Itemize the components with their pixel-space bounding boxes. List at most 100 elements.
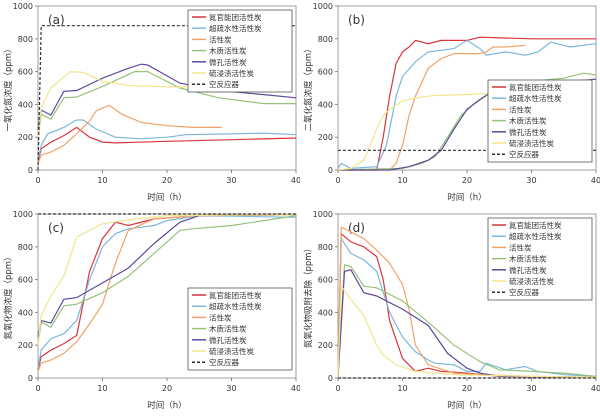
series-line (337, 269, 597, 379)
series-line (338, 44, 526, 171)
y-tick-label: 400 (318, 308, 333, 317)
y-axis-label: 一氧化氮浓度（ppm） (3, 44, 14, 131)
x-tick-label: 20 (162, 384, 172, 393)
x-axis-label: 时间（h） (147, 192, 186, 203)
legend-label: 氮官能团活性炭 (509, 82, 562, 92)
series-line (337, 232, 597, 379)
panel-label: (d) (348, 221, 365, 235)
legend-label: 空反应器 (509, 287, 539, 297)
legend-label: 硫浸渍活性炭 (509, 138, 554, 148)
legend-label: 空反应器 (209, 79, 239, 89)
chart-c: 0 200 400 600 800 1000 0 10 20 30 40 时间（h） 氮氧化物浓度（pp… (3, 210, 301, 411)
series-line (37, 214, 297, 369)
x-tick-label: 30 (226, 384, 236, 393)
y-tick-label: 800 (18, 35, 33, 44)
y-tick-label: 1000 (313, 2, 333, 11)
x-tick-label: 20 (462, 384, 472, 393)
y-tick-label: 600 (18, 68, 33, 77)
legend-label: 空反应器 (509, 149, 539, 159)
series-line (37, 71, 296, 138)
series-line (338, 36, 596, 171)
legend-label: 活性炭 (209, 312, 232, 322)
y-tick-label: 600 (318, 276, 333, 285)
x-tick-label: 30 (526, 176, 536, 185)
x-tick-label: 0 (335, 176, 340, 185)
series-line (337, 236, 597, 379)
y-tick-label: 0 (28, 166, 33, 175)
series-line (37, 214, 297, 338)
panel-c: 0 200 400 600 800 1000 0 10 20 30 40 时间（h） 氮氧化物浓度（pp… (0, 208, 301, 416)
legend-label: 微孔活性炭 (509, 265, 547, 275)
series-line (337, 284, 597, 379)
y-tick-label: 800 (318, 243, 333, 252)
x-tick-label: 0 (35, 384, 40, 393)
legend-label: 木质活性炭 (209, 46, 247, 56)
panel-d: 0 200 400 600 800 1000 0 10 20 30 40 时间（h） 氮氧化物吸附去除（… (300, 208, 600, 416)
chart-d: 0 200 400 600 800 1000 0 10 20 30 40 时间（h） 氮氧化物吸附去除（… (303, 210, 600, 411)
legend-label: 微孔活性炭 (509, 127, 547, 137)
x-tick-label: 10 (397, 176, 407, 185)
legend-label: 木质活性炭 (509, 254, 547, 264)
y-tick-label: 200 (18, 341, 33, 350)
series-line (37, 215, 297, 346)
chart-b: 0 200 400 600 800 1000 0 10 20 30 40 时间（h） 二氧化氮浓度（pp… (303, 2, 600, 203)
legend-label: 超疏水性活性炭 (509, 93, 562, 103)
x-axis-label: 时间（h） (447, 192, 486, 203)
series-line (37, 126, 297, 162)
y-tick-label: 800 (18, 243, 33, 252)
x-tick-label: 0 (335, 384, 340, 393)
panel-label: (b) (348, 13, 365, 27)
y-tick-label: 1000 (313, 210, 333, 219)
legend-label: 空反应器 (209, 357, 239, 367)
series-line (37, 104, 222, 164)
legend-label: 超疏水性活性炭 (509, 231, 562, 241)
legend-label: 活性炭 (509, 104, 532, 114)
legend-label: 超疏水性活性炭 (209, 23, 262, 33)
series-line (337, 39, 597, 170)
series-line (37, 214, 297, 346)
legend-label: 硫浸渍活性炭 (509, 276, 554, 286)
legend-label: 氮官能团活性炭 (209, 12, 262, 22)
x-tick-label: 40 (291, 176, 300, 185)
y-tick-label: 400 (18, 100, 33, 109)
series-line (37, 214, 297, 372)
legend-label: 氮官能团活性炭 (209, 290, 262, 300)
series-line (37, 119, 297, 161)
y-tick-label: 200 (18, 133, 33, 142)
panel-a: 0 200 400 600 800 1000 0 10 20 30 40 时间（h） 一氧化氮浓度（pp… (0, 0, 301, 208)
y-tick-label: 600 (318, 68, 333, 77)
legend-label: 硫浸渍活性炭 (209, 346, 254, 356)
x-tick-label: 10 (97, 176, 107, 185)
panel-b: 0 200 400 600 800 1000 0 10 20 30 40 时间（h） 二氧化氮浓度（pp… (300, 0, 600, 208)
y-tick-label: 0 (328, 166, 333, 175)
y-tick-label: 400 (18, 308, 33, 317)
series-line (337, 264, 597, 379)
series-line (337, 92, 535, 171)
y-tick-label: 0 (328, 374, 333, 383)
x-tick-label: 40 (591, 176, 600, 185)
legend-label: 微孔活性炭 (209, 335, 247, 345)
y-tick-label: 0 (28, 374, 33, 383)
legend-label: 活性炭 (209, 34, 232, 44)
x-tick-label: 10 (397, 384, 407, 393)
legend-label: 硫浸渍活性炭 (209, 68, 254, 78)
chart-a: 0 200 400 600 800 1000 0 10 20 30 40 时间（h） 一氧化氮浓度（pp… (3, 2, 301, 203)
series-line (337, 226, 597, 379)
y-tick-label: 600 (18, 276, 33, 285)
legend-label: 木质活性炭 (509, 116, 547, 126)
x-tick-label: 40 (591, 384, 600, 393)
legend-label: 微孔活性炭 (209, 57, 247, 67)
x-tick-label: 20 (162, 176, 172, 185)
x-axis-label: 时间（h） (147, 400, 186, 411)
legend-label: 氮官能团活性炭 (509, 220, 562, 230)
x-tick-label: 30 (526, 384, 536, 393)
x-tick-label: 0 (35, 176, 40, 185)
x-tick-label: 30 (226, 176, 236, 185)
y-axis-label: 氮氧化物吸附去除（ppm） (303, 244, 314, 348)
y-axis-label: 二氧化氮浓度（ppm） (303, 44, 314, 131)
x-axis-label: 时间（h） (447, 400, 486, 411)
